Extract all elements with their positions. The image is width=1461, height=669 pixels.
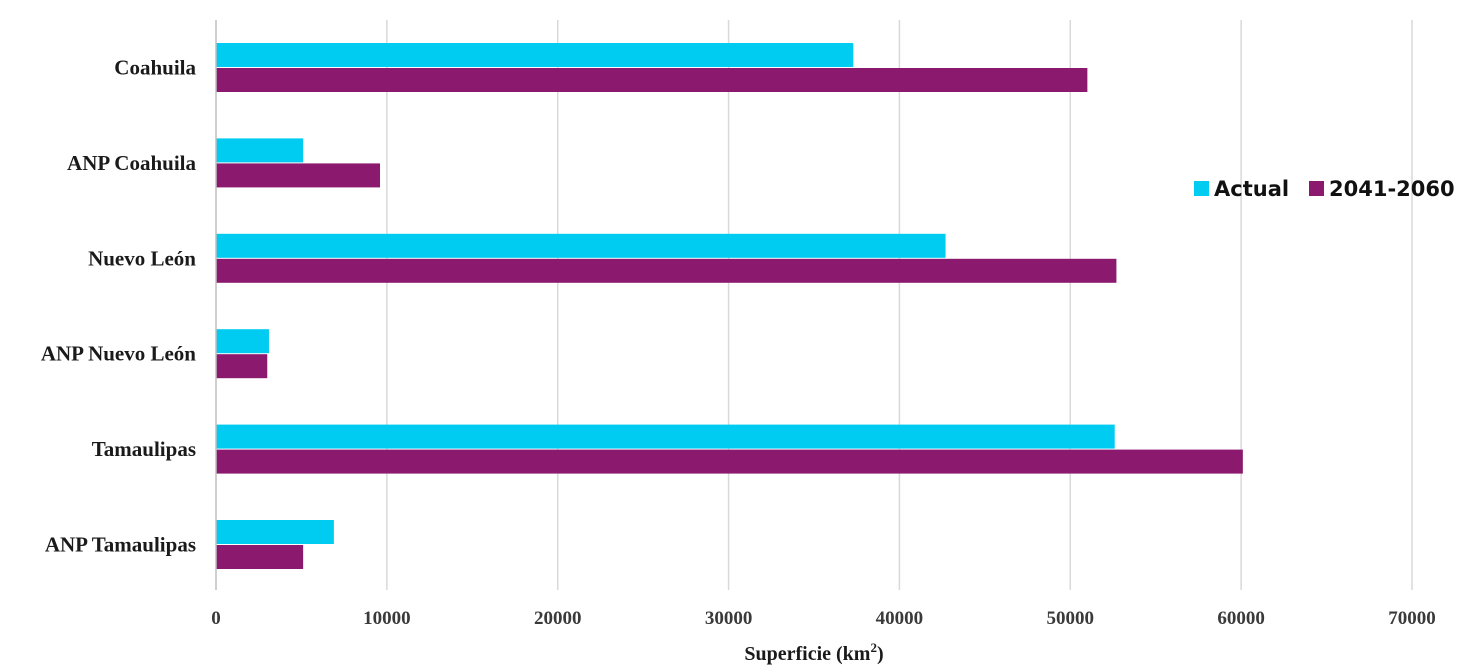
- x-axis-title: Superficie (km2): [744, 640, 883, 665]
- bar-actual-2: [216, 233, 946, 258]
- legend-label-0: Actual: [1214, 177, 1289, 201]
- category-label-1: ANP Coahuila: [67, 151, 196, 175]
- legend: Actual 2041-2060: [1194, 177, 1455, 201]
- category-labels: Coahuila ANP Coahuila Nuevo León ANP Nuevo …: [41, 56, 197, 557]
- bar-future-3: [216, 354, 268, 379]
- bar-future-5: [216, 545, 304, 569]
- bar-future-0: [216, 68, 1088, 92]
- category-label-5: ANP Tamaulipas: [45, 533, 196, 557]
- bar-actual-3: [216, 329, 269, 354]
- legend-swatch-1: [1309, 181, 1324, 196]
- x-tick-labels: 0 10000 20000 30000 40000 50000 60000 70000: [211, 608, 1436, 629]
- category-label-4: Tamaulipas: [92, 437, 196, 461]
- bar-actual-4: [216, 424, 1115, 449]
- x-tick-label-3: 30000: [705, 608, 753, 629]
- bar-actual-1: [216, 138, 304, 163]
- x-tick-label-1: 10000: [363, 608, 411, 629]
- x-tick-label-0: 0: [211, 608, 221, 629]
- x-tick-label-2: 20000: [534, 608, 582, 629]
- category-label-3: ANP Nuevo León: [41, 342, 196, 366]
- x-tick-label-4: 40000: [876, 608, 924, 629]
- legend-label-1: 2041-2060: [1329, 177, 1455, 201]
- bar-actual-0: [216, 43, 854, 67]
- gridlines: [386, 20, 1413, 590]
- category-label-0: Coahuila: [114, 56, 196, 80]
- bar-future-2: [216, 258, 1117, 283]
- bar-future-1: [216, 163, 381, 188]
- bar-actual-5: [216, 520, 334, 544]
- x-tick-label-7: 70000: [1388, 608, 1436, 629]
- x-tick-label-5: 50000: [1047, 608, 1095, 629]
- category-label-2: Nuevo León: [88, 246, 196, 270]
- x-tick-label-6: 60000: [1217, 608, 1265, 629]
- bar-future-4: [216, 449, 1243, 474]
- bars: [216, 43, 1243, 569]
- legend-swatch-0: [1194, 181, 1209, 196]
